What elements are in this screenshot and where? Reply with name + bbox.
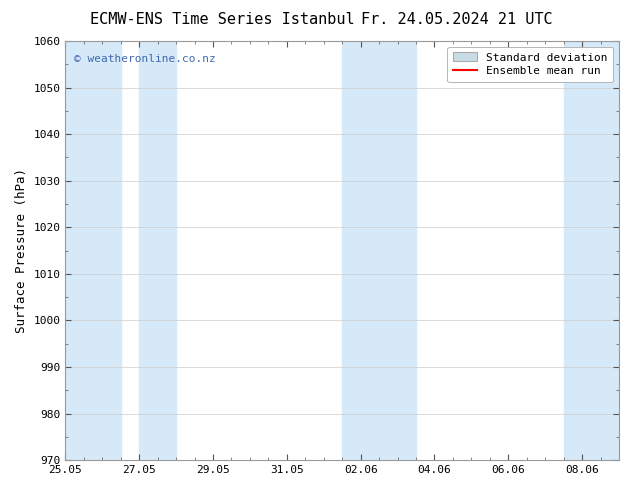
- Bar: [564, 41, 619, 460]
- Text: © weatheronline.co.nz: © weatheronline.co.nz: [74, 53, 216, 64]
- Text: ECMW-ENS Time Series Istanbul: ECMW-ENS Time Series Istanbul: [89, 12, 354, 27]
- Bar: [342, 41, 416, 460]
- Bar: [65, 41, 120, 460]
- Y-axis label: Surface Pressure (hPa): Surface Pressure (hPa): [15, 168, 28, 333]
- Text: Fr. 24.05.2024 21 UTC: Fr. 24.05.2024 21 UTC: [361, 12, 552, 27]
- Bar: [139, 41, 176, 460]
- Legend: Standard deviation, Ensemble mean run: Standard deviation, Ensemble mean run: [448, 47, 614, 82]
